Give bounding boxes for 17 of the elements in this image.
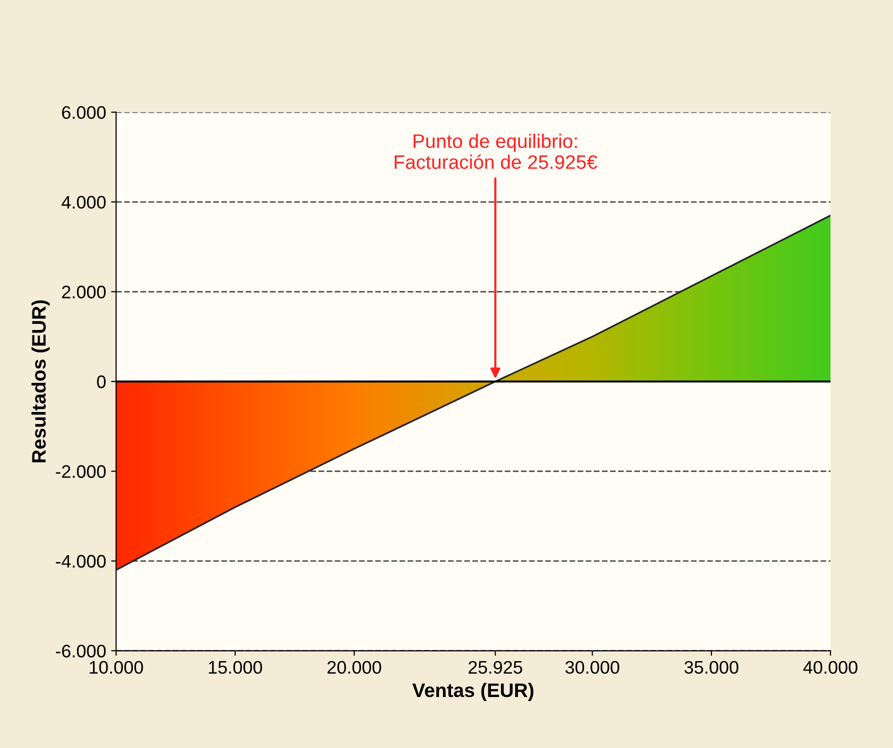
x-tick-label: 30.000 — [565, 660, 620, 674]
x-tick-label: 20.000 — [328, 660, 382, 674]
y-tick-label: 6.000 — [62, 106, 106, 119]
x-tick-label: 40.000 — [803, 660, 858, 674]
y-tick-label: 4.000 — [62, 196, 106, 209]
y-tick-label: 2.000 — [62, 286, 106, 298]
y-tick-label: -2.000 — [56, 465, 106, 478]
x-tick-label: 15.000 — [208, 660, 262, 674]
y-axis-title: Resultados (EUR) — [31, 300, 50, 462]
x-tick-label: 35.000 — [684, 660, 738, 674]
annotation: Punto de equilibrio: Facturación de 25.925€ — [394, 134, 598, 169]
y-tick-label: -4.000 — [56, 554, 106, 568]
y-tick-label: -6.000 — [56, 644, 106, 658]
x-axis-title: Ventas (EUR) — [412, 682, 534, 701]
x-tick-label: 10.000 — [90, 660, 143, 674]
y-tick-label: 0 — [97, 375, 106, 388]
x-tick-label: 25.925 — [468, 660, 522, 674]
